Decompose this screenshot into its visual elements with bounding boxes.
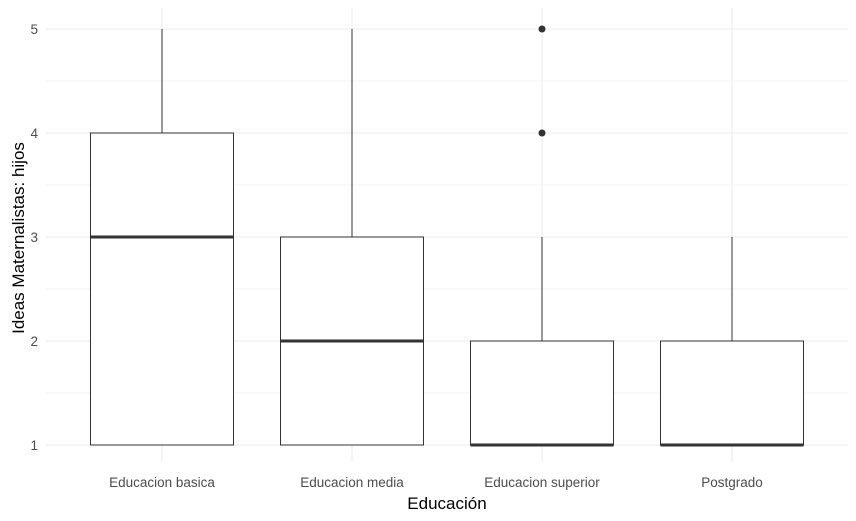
box-iqr — [660, 340, 804, 446]
y-tick-label: 2 — [30, 334, 38, 349]
outlier-point — [538, 129, 546, 137]
y-tick-label: 4 — [30, 126, 38, 141]
box-iqr — [470, 340, 614, 446]
x-axis-title: Educación — [407, 494, 486, 513]
x-tick-label: Educacion basica — [109, 475, 215, 490]
y-tick-label: 5 — [30, 22, 38, 37]
x-tick-label: Educacion superior — [484, 475, 600, 490]
x-axis-ticks: Educacion basica Educacion media Educacion… — [109, 475, 763, 490]
outlier-point — [538, 25, 546, 33]
x-tick-label: Educacion media — [300, 475, 404, 490]
y-tick-label: 3 — [30, 230, 38, 245]
box-educacion-media — [280, 29, 424, 446]
box-educacion-basica — [90, 29, 234, 446]
x-tick-label: Postgrado — [701, 475, 763, 490]
boxplot-series — [90, 25, 804, 447]
y-tick-label: 1 — [30, 438, 38, 453]
box-postgrado — [660, 237, 804, 447]
y-axis-title: Ideas Maternalistas: hijos — [9, 142, 28, 334]
y-axis-ticks: 1 2 3 4 5 — [30, 22, 38, 453]
box-iqr — [90, 132, 234, 446]
box-educacion-superior — [470, 25, 614, 447]
